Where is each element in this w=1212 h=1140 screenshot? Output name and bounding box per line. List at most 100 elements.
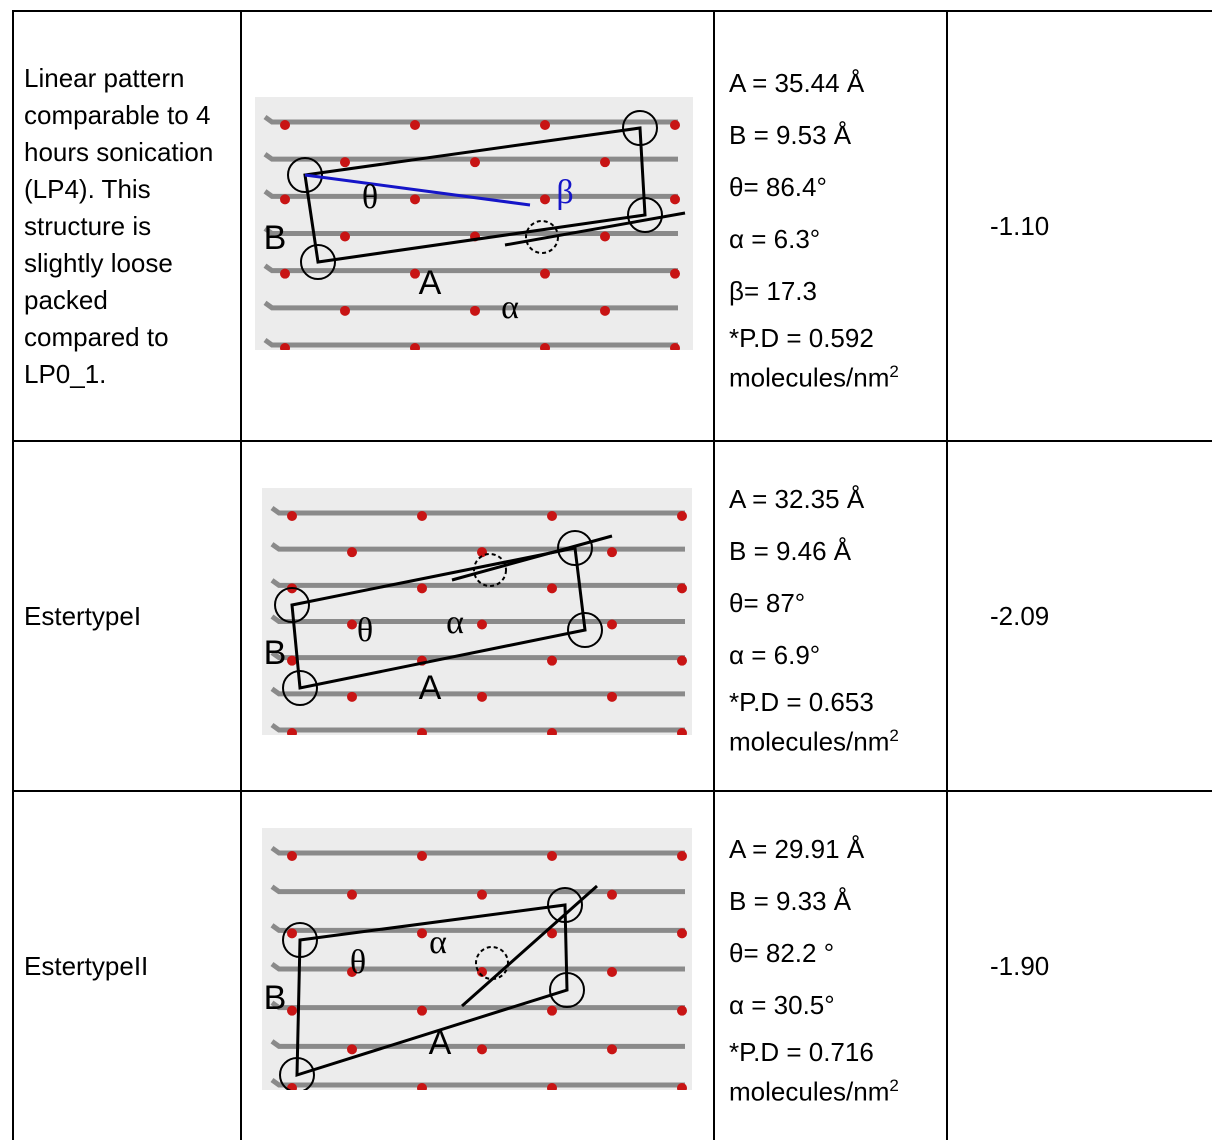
oxygen <box>677 928 687 939</box>
image-label: A <box>429 1024 452 1062</box>
alkyl-chain <box>270 578 685 588</box>
corner-circle <box>300 244 336 280</box>
oxygen <box>417 1083 427 1090</box>
image-cell <box>240 10 713 440</box>
parameter: α = 6.9° <box>729 640 821 671</box>
oxygen <box>470 305 480 316</box>
description: EstertypeII <box>24 950 149 981</box>
oxygen <box>540 120 550 130</box>
corner-circle <box>279 1057 315 1090</box>
molecular-image: Bθ Aα β <box>255 97 693 350</box>
oxygen <box>677 1005 687 1016</box>
oxygen <box>677 511 687 521</box>
oxygen <box>340 305 350 316</box>
image-background <box>262 828 692 1090</box>
oxygen <box>547 511 557 521</box>
oxygen <box>607 547 617 558</box>
oxygen <box>287 851 297 861</box>
params-cell: A = 35.44 Å B = 9.53 Å θ= 86.4° α = 6.3° β= … <box>713 10 946 440</box>
image-label: B <box>264 634 287 672</box>
oxygen <box>280 194 290 205</box>
corner-circle <box>282 922 318 958</box>
axis-line <box>504 211 686 247</box>
alkyl-chain <box>270 1077 685 1088</box>
oxygen <box>417 511 427 521</box>
parameter: A = 29.91 Å <box>729 834 865 865</box>
energy: -1.10 <box>990 210 1050 241</box>
molecular-image: Bθ Aα <box>262 488 692 735</box>
parameter: α = 6.3° <box>729 224 821 255</box>
image-label: β <box>556 174 573 211</box>
unit-exponent: 2 <box>889 1076 899 1096</box>
corner-circle <box>274 587 310 623</box>
alkyl-chain <box>270 722 685 733</box>
oxygen <box>287 928 297 939</box>
energy-cell: -1.10 <box>946 10 1212 440</box>
oxygen <box>410 120 420 130</box>
corner-circle <box>567 612 603 648</box>
oxygen <box>547 655 557 666</box>
parameter: β= 17.3 <box>729 276 817 307</box>
params-cell: A = 29.91 Å B = 9.33 Å θ= 82.2 ° α = 30.5° *… <box>713 790 946 1140</box>
oxygen <box>287 511 297 521</box>
description-cell: EstertypeII <box>12 790 240 1140</box>
image-label: A <box>419 669 442 707</box>
oxygen <box>287 1083 297 1090</box>
oxygen <box>477 1044 487 1055</box>
oxygen <box>547 1005 557 1016</box>
packing-density: *P.D = 0.716 molecules/nm2 <box>729 1035 946 1109</box>
unit-exponent: 2 <box>889 362 899 382</box>
oxygen <box>477 889 487 900</box>
molecular-image: Bθ Aα <box>262 828 692 1090</box>
parameter: B = 9.53 Å <box>729 120 852 151</box>
corner-circle <box>549 972 585 1008</box>
unit: molecules/nm <box>729 726 890 757</box>
oxygen <box>540 343 550 350</box>
oxygen <box>547 583 557 594</box>
oxygen <box>280 268 290 279</box>
density-unit: molecules/nm2 <box>729 719 946 759</box>
oxygen <box>417 1005 427 1016</box>
params-cell: A = 32.35 Å B = 9.46 Å θ= 87° α = 6.9° *P.D … <box>713 440 946 790</box>
energy: -1.90 <box>990 950 1050 981</box>
image-label: θ <box>362 179 378 216</box>
oxygen <box>410 268 420 279</box>
image-label: α <box>429 924 447 961</box>
image-cell <box>240 790 713 1140</box>
unit-cell <box>295 903 569 1078</box>
image-label: B <box>264 979 287 1017</box>
alkyl-chain <box>270 845 685 856</box>
parameter: α = 30.5° <box>729 990 835 1021</box>
oxygen <box>670 120 680 130</box>
image-cell <box>240 440 713 790</box>
oxygen <box>340 157 350 168</box>
oxygen <box>670 194 680 205</box>
axis-line <box>451 534 613 582</box>
oxygen <box>677 728 687 735</box>
oxygen <box>600 305 610 316</box>
energy-cell: -1.90 <box>946 790 1212 1140</box>
oxygen <box>600 231 610 242</box>
oxygen <box>607 967 617 977</box>
oxygen <box>547 1083 557 1090</box>
alkyl-chain <box>263 263 678 274</box>
oxygen <box>670 343 680 350</box>
corner-circle <box>547 887 583 923</box>
oxygen <box>477 619 487 630</box>
oxygen <box>417 851 427 861</box>
parameter: B = 9.33 Å <box>729 886 852 917</box>
oxygen <box>417 728 427 735</box>
parameter: θ= 87° <box>729 588 806 619</box>
corner-circle <box>557 530 593 566</box>
oxygen <box>287 1005 297 1016</box>
oxygen <box>547 851 557 861</box>
oxygen <box>347 967 357 977</box>
description: Linear pattern comparable to 4 hours son… <box>24 62 214 389</box>
oxygen <box>287 655 297 666</box>
density-value: *P.D = 0.592 <box>729 323 874 354</box>
image-label: θ <box>357 612 373 649</box>
alkyl-chain <box>263 114 678 125</box>
density-unit: molecules/nm2 <box>729 1069 946 1109</box>
oxygen <box>280 120 290 130</box>
